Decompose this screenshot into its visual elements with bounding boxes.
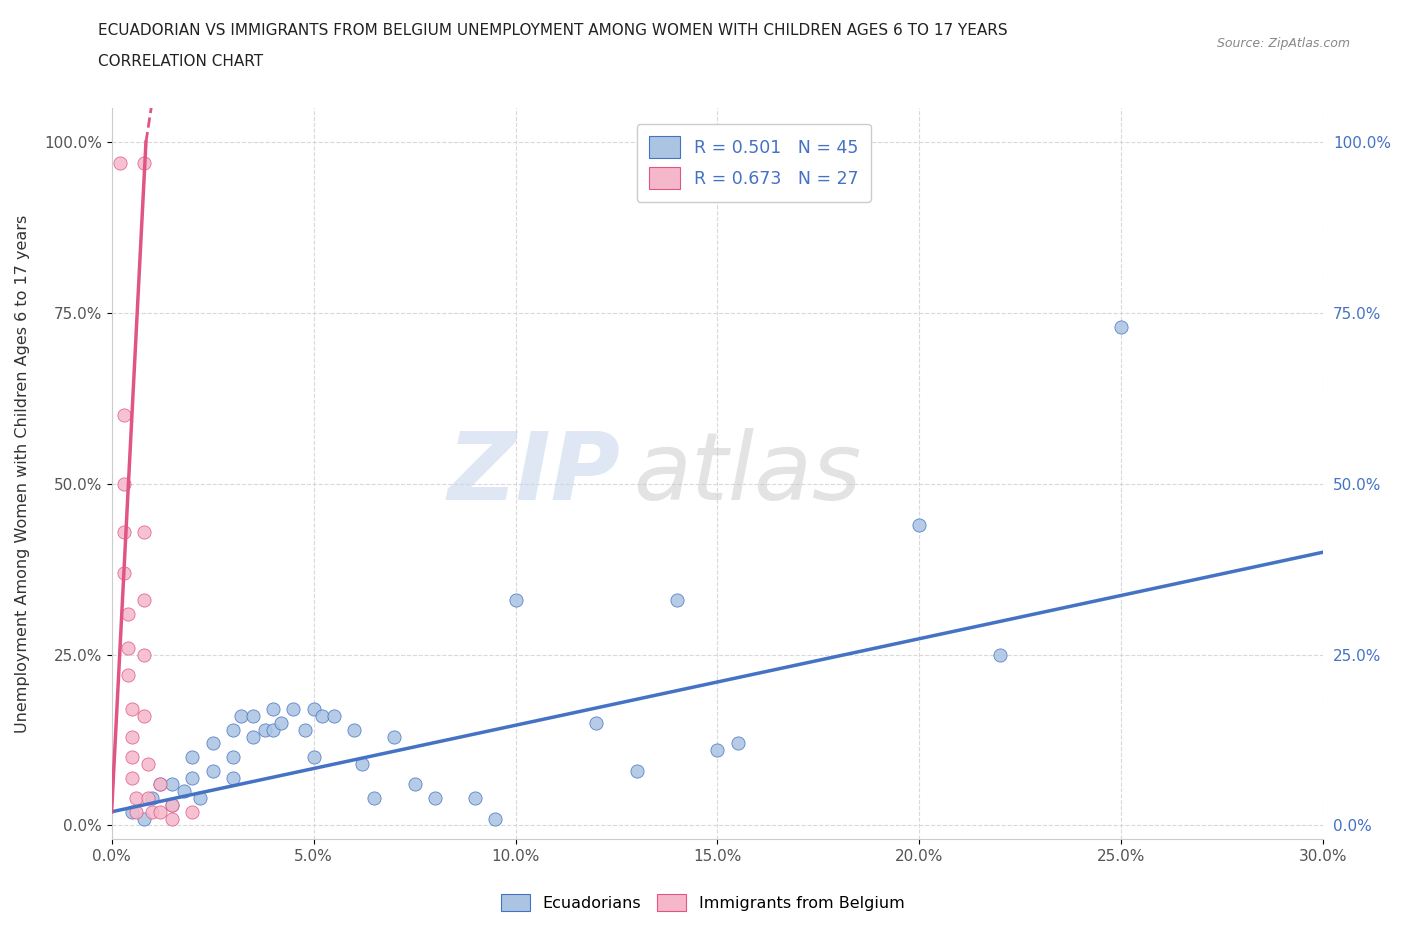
- Text: CORRELATION CHART: CORRELATION CHART: [98, 54, 263, 69]
- Point: [270, 715, 292, 730]
- Point: [322, 709, 344, 724]
- Point: [117, 606, 139, 621]
- Point: [908, 517, 931, 532]
- Text: atlas: atlas: [633, 428, 860, 519]
- Point: [125, 804, 148, 819]
- Point: [136, 790, 159, 805]
- Point: [201, 764, 224, 778]
- Point: [132, 525, 155, 539]
- Point: [160, 777, 183, 792]
- Point: [242, 709, 264, 724]
- Point: [382, 729, 405, 744]
- Point: [190, 790, 212, 805]
- Point: [254, 723, 277, 737]
- Point: [149, 804, 172, 819]
- Point: [222, 770, 245, 785]
- Point: [626, 764, 648, 778]
- Point: [141, 790, 163, 805]
- Point: [262, 723, 284, 737]
- Point: [505, 592, 527, 607]
- Point: [302, 702, 325, 717]
- Point: [108, 155, 131, 170]
- Point: [112, 408, 135, 423]
- Point: [201, 736, 224, 751]
- Point: [132, 647, 155, 662]
- Point: [117, 641, 139, 656]
- Point: [112, 476, 135, 491]
- Point: [121, 804, 143, 819]
- Point: [121, 770, 143, 785]
- Point: [350, 756, 373, 771]
- Point: [149, 777, 172, 792]
- Point: [585, 715, 607, 730]
- Point: [160, 798, 183, 813]
- Point: [363, 790, 385, 805]
- Legend: R = 0.501   N = 45, R = 0.673   N = 27: R = 0.501 N = 45, R = 0.673 N = 27: [637, 124, 870, 202]
- Point: [988, 647, 1011, 662]
- Point: [222, 750, 245, 764]
- Point: [423, 790, 446, 805]
- Point: [242, 729, 264, 744]
- Text: Source: ZipAtlas.com: Source: ZipAtlas.com: [1216, 37, 1350, 50]
- Point: [136, 756, 159, 771]
- Point: [181, 750, 204, 764]
- Point: [283, 702, 305, 717]
- Point: [181, 770, 204, 785]
- Point: [1111, 319, 1133, 334]
- Point: [149, 777, 172, 792]
- Point: [262, 702, 284, 717]
- Point: [229, 709, 252, 724]
- Point: [112, 565, 135, 580]
- Point: [160, 798, 183, 813]
- Point: [727, 736, 749, 751]
- Y-axis label: Unemployment Among Women with Children Ages 6 to 17 years: Unemployment Among Women with Children A…: [15, 215, 30, 733]
- Point: [666, 592, 689, 607]
- Point: [181, 804, 204, 819]
- Point: [464, 790, 486, 805]
- Point: [294, 723, 316, 737]
- Point: [132, 811, 155, 826]
- Legend: Ecuadorians, Immigrants from Belgium: Ecuadorians, Immigrants from Belgium: [495, 887, 911, 917]
- Point: [302, 750, 325, 764]
- Point: [132, 709, 155, 724]
- Point: [121, 750, 143, 764]
- Point: [141, 804, 163, 819]
- Point: [132, 592, 155, 607]
- Point: [343, 723, 366, 737]
- Point: [121, 729, 143, 744]
- Point: [160, 811, 183, 826]
- Point: [132, 155, 155, 170]
- Point: [117, 668, 139, 683]
- Text: ECUADORIAN VS IMMIGRANTS FROM BELGIUM UNEMPLOYMENT AMONG WOMEN WITH CHILDREN AGE: ECUADORIAN VS IMMIGRANTS FROM BELGIUM UN…: [98, 23, 1008, 38]
- Point: [222, 723, 245, 737]
- Point: [484, 811, 506, 826]
- Point: [404, 777, 426, 792]
- Point: [173, 784, 195, 799]
- Point: [112, 525, 135, 539]
- Point: [311, 709, 333, 724]
- Point: [706, 743, 728, 758]
- Point: [121, 702, 143, 717]
- Text: ZIP: ZIP: [447, 428, 620, 520]
- Point: [125, 790, 148, 805]
